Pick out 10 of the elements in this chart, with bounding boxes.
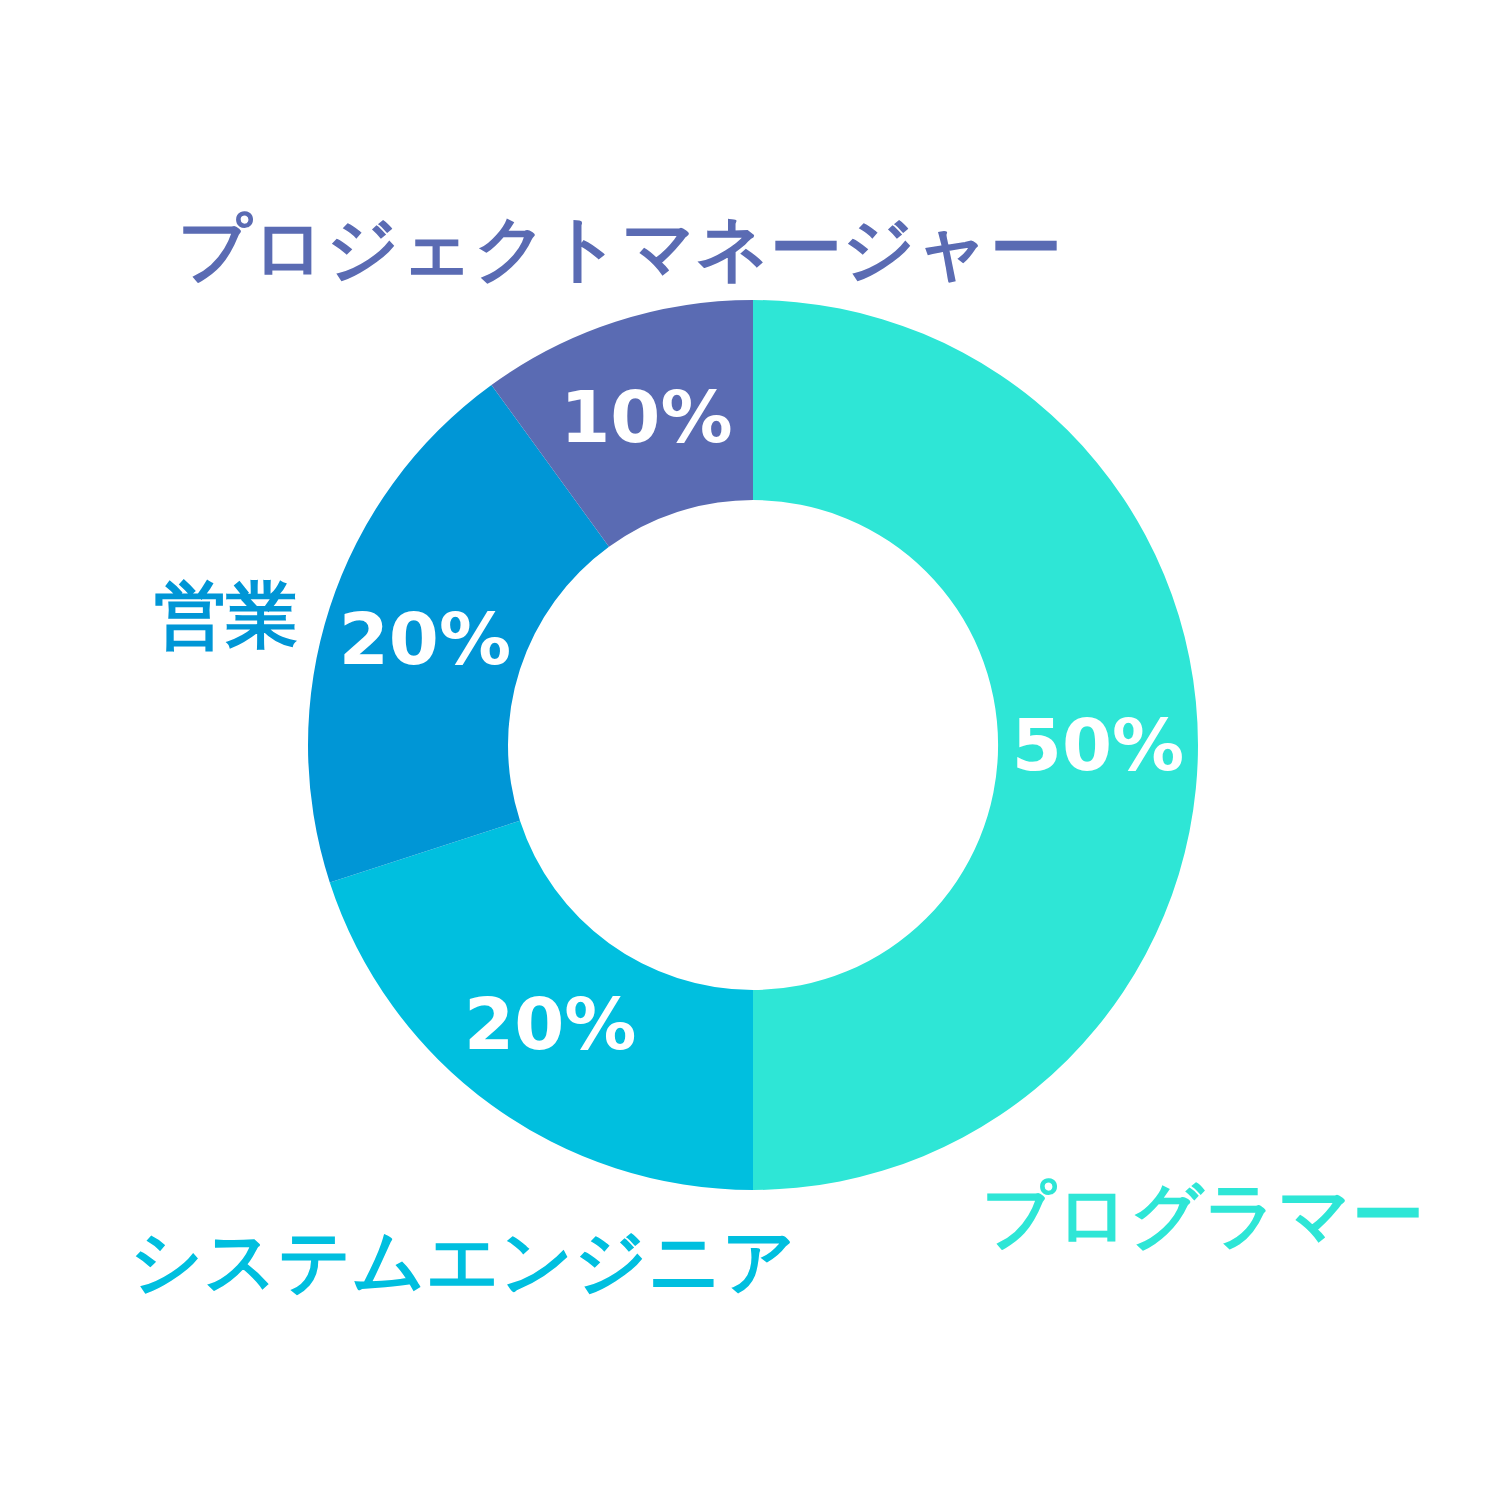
slice-label: プログラマー: [982, 1173, 1424, 1257]
data-label: 50%: [1011, 703, 1185, 788]
slice-label: 営業: [154, 573, 298, 657]
donut-slice: [491, 300, 753, 547]
slice-label: プロジェクトマネージャー: [178, 206, 1062, 290]
donut-slice: [329, 820, 753, 1190]
slice-label: システムエンジニア: [130, 1219, 796, 1303]
data-label: 10%: [560, 375, 733, 460]
data-label: 20%: [338, 596, 512, 681]
data-label: 20%: [464, 982, 637, 1067]
